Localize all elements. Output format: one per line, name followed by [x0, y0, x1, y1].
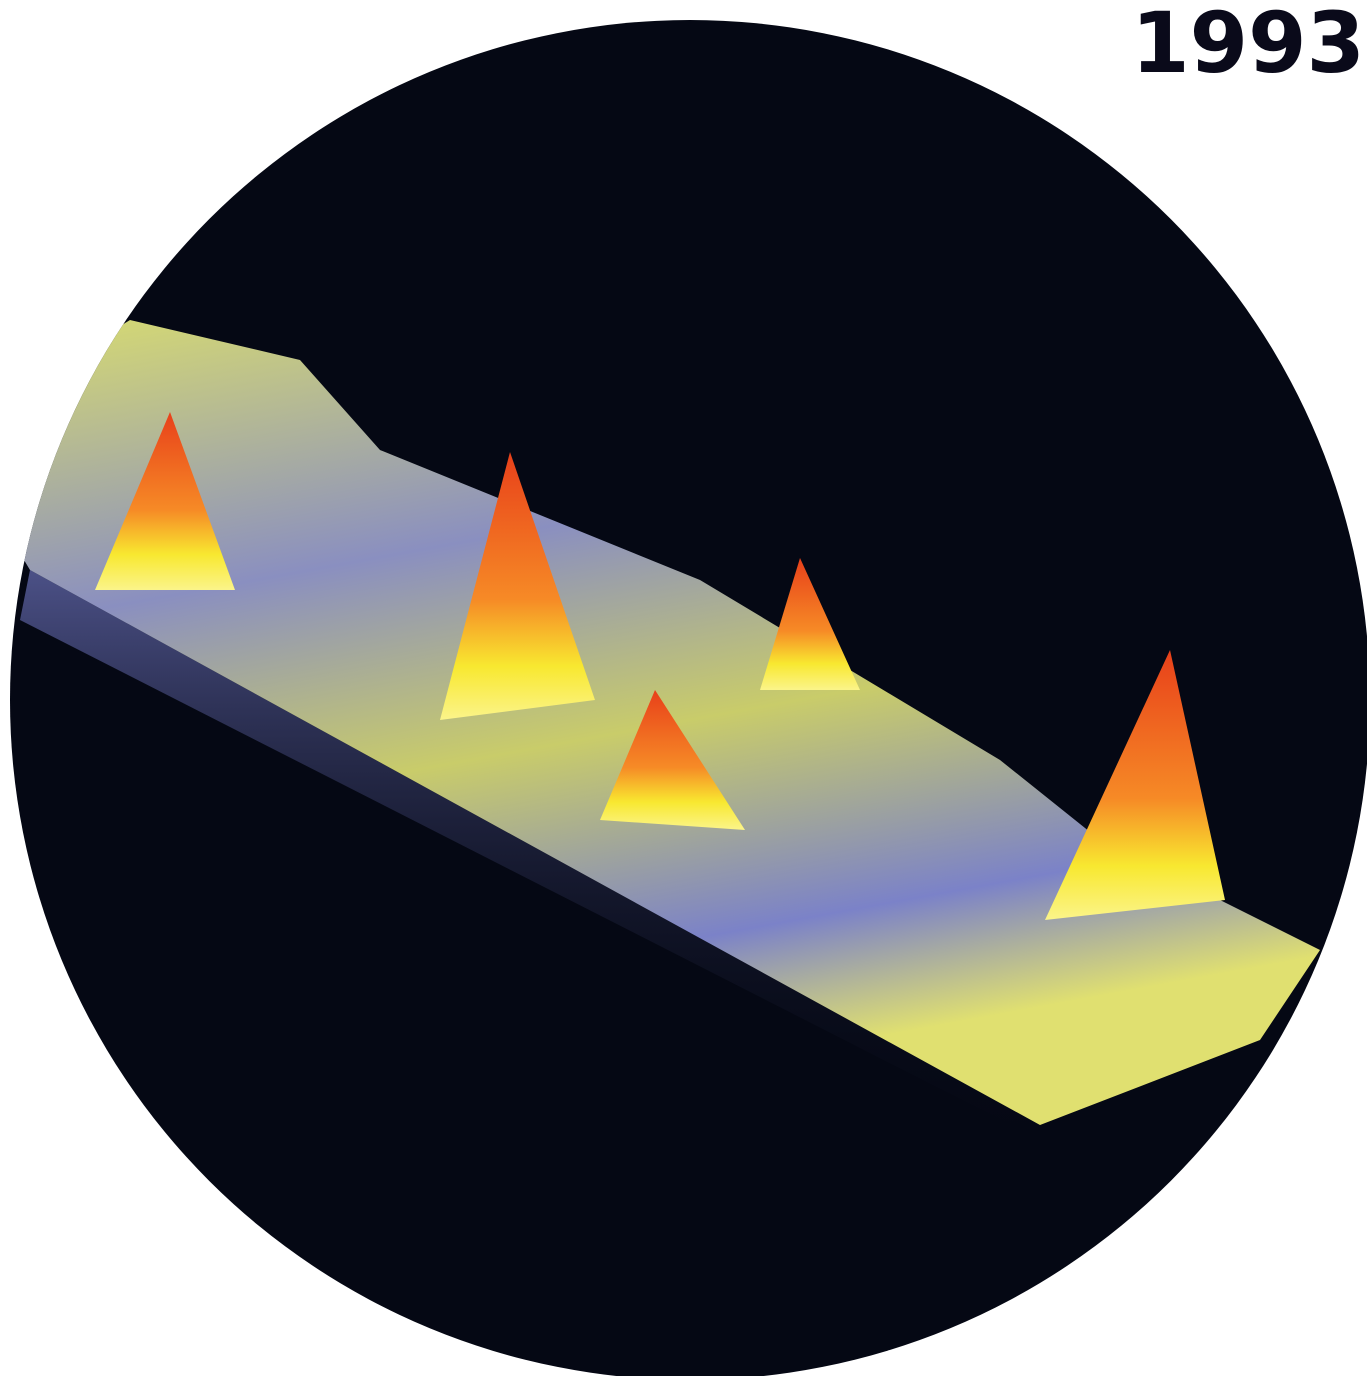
surface-plot — [10, 320, 1320, 1160]
peak — [440, 452, 595, 720]
peak — [95, 412, 235, 590]
slab-edge — [20, 570, 1080, 1160]
peak — [760, 558, 860, 690]
issue-year: 1993 — [1131, 0, 1365, 92]
peak — [1045, 650, 1225, 920]
peak — [600, 690, 745, 830]
